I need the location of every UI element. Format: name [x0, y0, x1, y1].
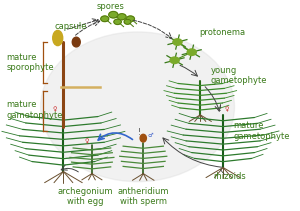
Text: archegonium
with egg: archegonium with egg	[57, 187, 112, 206]
Text: protonema: protonema	[199, 28, 245, 37]
Ellipse shape	[53, 30, 63, 46]
Ellipse shape	[40, 32, 235, 182]
Circle shape	[124, 19, 131, 24]
Ellipse shape	[140, 134, 146, 142]
Text: capsule: capsule	[54, 22, 87, 31]
Text: spores: spores	[97, 2, 124, 11]
Text: antheridium
with sperm: antheridium with sperm	[118, 187, 169, 206]
Text: !: !	[219, 104, 222, 113]
Text: ♂: ♂	[148, 133, 153, 138]
Circle shape	[109, 12, 118, 18]
Text: young
gametophyte: young gametophyte	[210, 66, 267, 85]
Circle shape	[126, 16, 134, 22]
Ellipse shape	[72, 37, 80, 47]
Circle shape	[114, 19, 121, 24]
Text: mature
sporophyte: mature sporophyte	[6, 53, 54, 72]
Circle shape	[118, 14, 126, 20]
Text: mature
gametophyte: mature gametophyte	[233, 121, 290, 141]
Circle shape	[173, 39, 182, 45]
Text: mature
gametophyte: mature gametophyte	[6, 100, 63, 120]
Circle shape	[101, 16, 109, 22]
Text: ♀: ♀	[85, 138, 89, 144]
Circle shape	[187, 49, 196, 55]
Text: ♀: ♀	[224, 106, 229, 112]
Text: ♀: ♀	[52, 107, 57, 113]
Text: !: !	[138, 128, 141, 137]
Text: rhizoids: rhizoids	[213, 172, 246, 181]
Circle shape	[170, 57, 179, 64]
